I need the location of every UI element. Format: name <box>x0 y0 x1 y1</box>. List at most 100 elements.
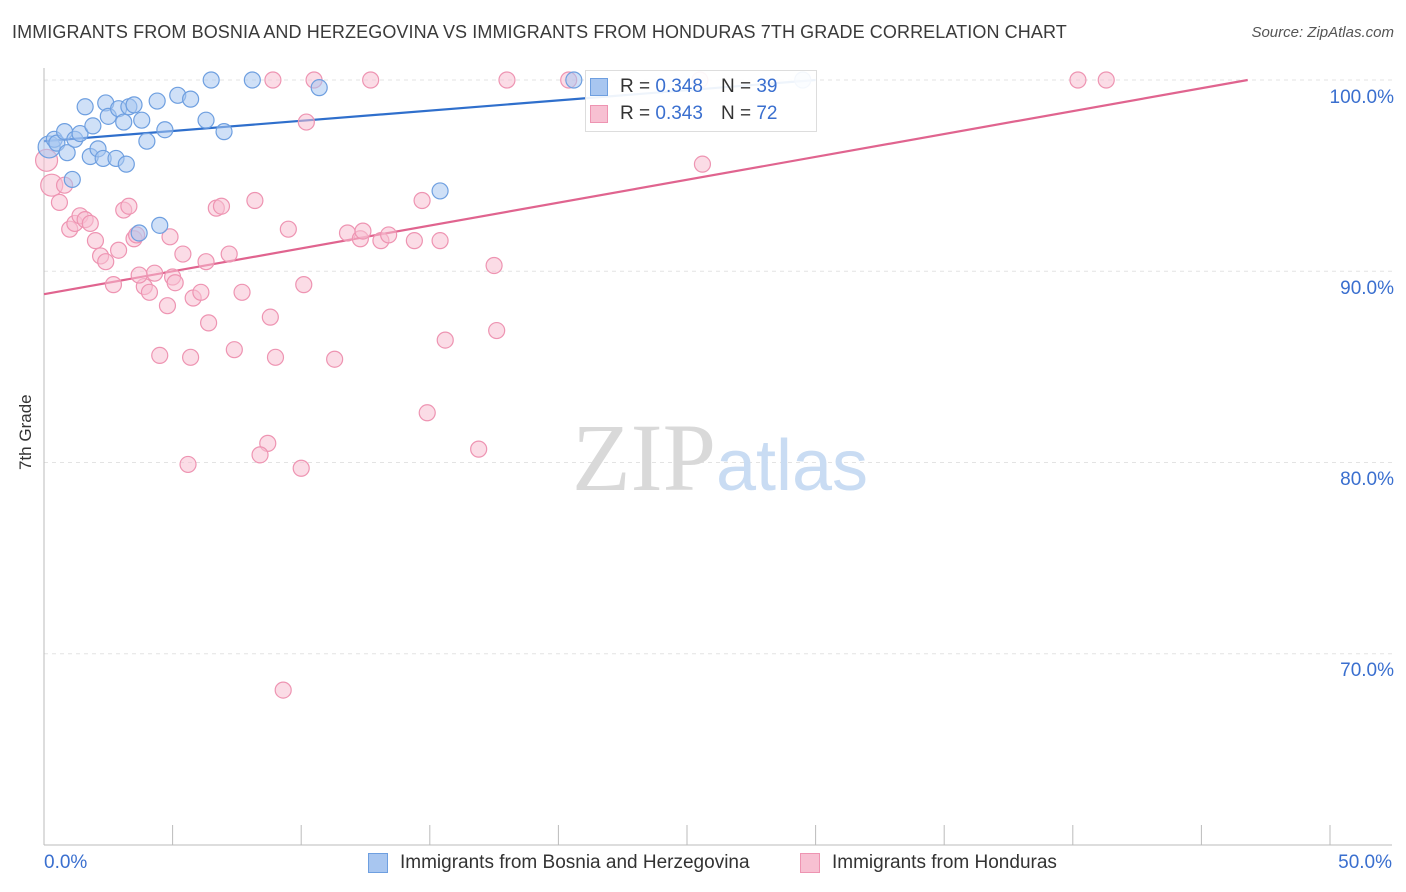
data-point-bosnia <box>133 111 151 129</box>
data-point-honduras <box>292 459 310 477</box>
data-point-bosnia <box>148 92 166 110</box>
data-point-bosnia <box>71 124 89 143</box>
data-point-bosnia <box>63 170 81 189</box>
data-point-bosnia <box>58 144 76 162</box>
watermark: ZIPatlas <box>572 404 868 511</box>
data-point-bosnia <box>565 71 583 89</box>
data-point-bosnia <box>130 224 148 242</box>
data-point-bosnia <box>84 117 102 135</box>
data-point-honduras <box>182 348 200 366</box>
data-point-bosnia <box>151 216 169 234</box>
data-point-honduras <box>109 241 128 259</box>
legend-r-value-honduras: 0.343 <box>655 103 703 124</box>
bottom-legend-label-bosnia: Immigrants from Bosnia and Herzegovina <box>400 852 750 873</box>
data-point-honduras <box>418 404 436 422</box>
axes <box>43 68 1392 846</box>
legend-n-label: N = <box>720 103 752 124</box>
data-point-honduras <box>413 191 431 210</box>
data-point-honduras <box>151 346 169 364</box>
data-point-bosnia <box>117 155 135 173</box>
data-point-bosnia <box>76 98 94 116</box>
data-point-honduras <box>97 253 115 271</box>
data-point-honduras <box>295 276 313 294</box>
data-point-honduras <box>431 232 449 250</box>
data-point-honduras <box>405 232 423 250</box>
data-point-honduras <box>470 440 488 458</box>
legend-r-label: R = <box>620 76 651 97</box>
bottom-legend-bosnia: Immigrants from Bosnia and Herzegovina <box>368 852 750 874</box>
data-point-honduras <box>174 245 192 263</box>
data-point-bosnia <box>202 71 220 89</box>
legend-swatch-honduras <box>590 105 608 123</box>
honduras-points <box>34 71 1115 699</box>
data-point-bosnia <box>115 113 133 131</box>
y-tick-label-70: 70.0% <box>1340 660 1394 681</box>
data-point-honduras <box>158 297 177 315</box>
data-point-honduras <box>220 245 238 263</box>
legend-n-value-honduras: 72 <box>756 103 778 124</box>
data-point-honduras <box>498 71 516 89</box>
data-point-honduras <box>362 71 380 89</box>
data-point-honduras <box>197 253 215 271</box>
data-point-honduras <box>192 283 210 301</box>
data-point-honduras <box>251 446 269 464</box>
legend-n-label: N = <box>720 76 752 97</box>
data-point-honduras <box>130 266 148 284</box>
legend-row-honduras: R = 0.343 N = 72 <box>586 101 777 127</box>
data-point-honduras <box>1097 71 1115 89</box>
data-point-honduras <box>274 681 292 699</box>
data-point-honduras <box>488 321 506 340</box>
data-point-honduras <box>179 455 197 474</box>
data-point-honduras <box>246 191 264 210</box>
data-point-honduras <box>266 348 285 366</box>
data-point-honduras <box>1069 71 1087 89</box>
y-tick-label-90: 90.0% <box>1340 278 1394 299</box>
data-point-honduras <box>380 226 398 244</box>
data-point-honduras <box>120 197 138 215</box>
x-tick-label-min: 0.0% <box>44 852 88 873</box>
data-point-honduras <box>693 155 712 173</box>
source-credit: Source: ZipAtlas.com <box>1251 24 1394 41</box>
gridlines <box>44 79 1392 655</box>
stats-legend: R = 0.348 N = 39 R = 0.343 N = 72 <box>585 70 817 132</box>
data-point-honduras <box>50 193 69 211</box>
data-point-honduras <box>166 274 184 292</box>
data-point-honduras <box>81 214 99 233</box>
data-point-bosnia <box>182 90 200 108</box>
data-point-honduras <box>279 220 297 238</box>
x-tick-label-max: 50.0% <box>1338 852 1392 873</box>
bottom-legend-honduras: Immigrants from Honduras <box>800 852 1057 874</box>
legend-r-label: R = <box>620 103 651 124</box>
data-point-bosnia <box>138 132 156 150</box>
legend-swatch-bosnia <box>590 78 608 96</box>
chart-title: IMMIGRANTS FROM BOSNIA AND HERZEGOVINA V… <box>12 22 1067 42</box>
data-point-honduras <box>261 308 279 326</box>
y-tick-label-100: 100.0% <box>1329 87 1394 108</box>
data-point-honduras <box>436 331 454 349</box>
data-point-honduras <box>200 314 218 332</box>
data-point-honduras <box>225 341 243 359</box>
data-point-honduras <box>212 197 231 215</box>
data-point-bosnia <box>156 121 174 139</box>
data-point-bosnia <box>431 182 449 200</box>
data-point-honduras <box>264 71 282 89</box>
trend-line-honduras <box>43 78 1248 296</box>
bottom-legend-swatch-bosnia <box>368 853 388 873</box>
legend-row-bosnia: R = 0.348 N = 39 <box>586 74 777 100</box>
data-point-honduras <box>485 256 503 275</box>
data-point-bosnia <box>125 96 143 114</box>
data-point-honduras <box>233 283 251 301</box>
data-point-bosnia <box>197 111 215 129</box>
data-point-honduras <box>104 276 123 294</box>
bottom-legend-label-honduras: Immigrants from Honduras <box>832 852 1057 873</box>
legend-r-value-bosnia: 0.348 <box>655 76 703 97</box>
y-tick-label-80: 80.0% <box>1340 469 1394 490</box>
data-point-bosnia <box>243 71 261 89</box>
data-point-honduras <box>145 264 164 282</box>
data-point-honduras <box>297 113 315 131</box>
data-point-honduras <box>354 222 372 240</box>
data-point-honduras <box>326 350 344 368</box>
bottom-legend-swatch-honduras <box>800 853 820 873</box>
data-point-honduras <box>86 232 105 250</box>
